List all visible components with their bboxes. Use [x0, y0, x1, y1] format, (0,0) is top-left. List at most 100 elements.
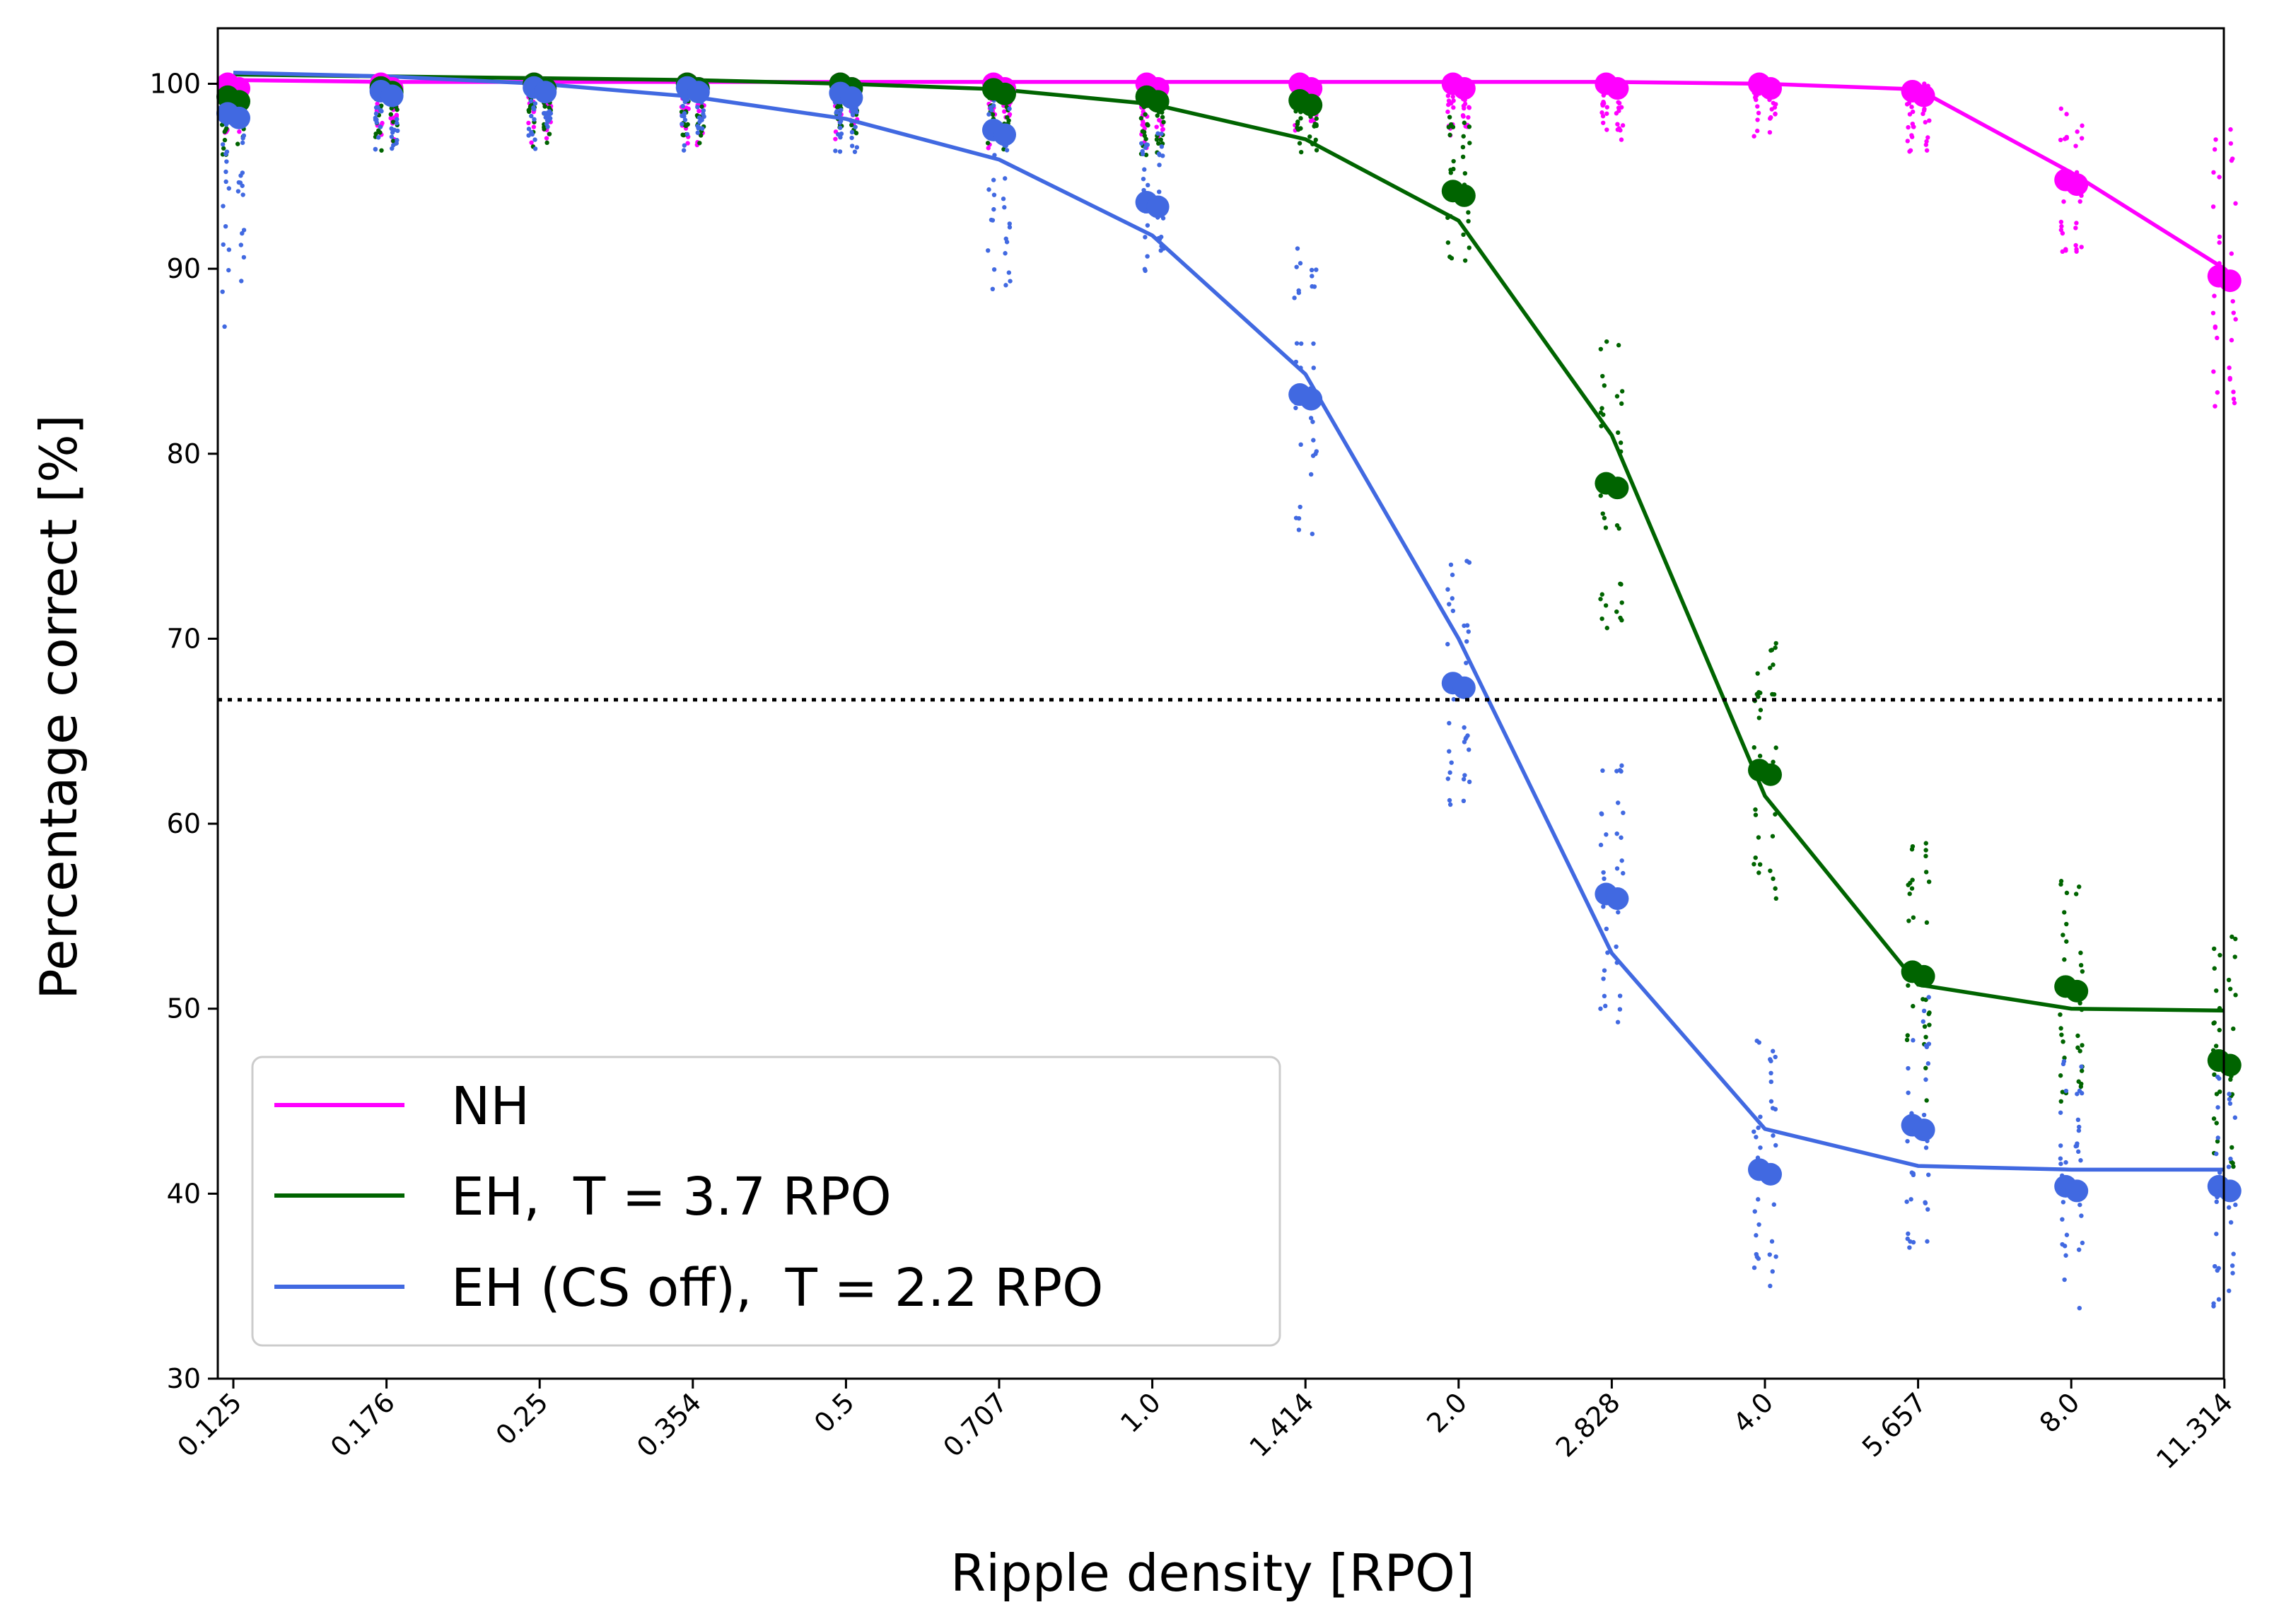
subject-point	[1923, 119, 1928, 125]
subject-point	[1768, 1057, 1773, 1062]
mean-marker	[1606, 477, 1629, 500]
subject-point	[1909, 133, 1914, 138]
subject-point	[838, 125, 843, 130]
subject-point	[2211, 170, 2216, 175]
subject-point	[1004, 148, 1010, 153]
x-tick-label: 1.0	[1114, 1386, 1167, 1439]
subject-point	[532, 117, 537, 122]
subject-point	[2075, 129, 2080, 134]
subject-point	[681, 148, 687, 153]
subject-point	[1598, 1006, 1603, 1011]
subject-point	[1619, 769, 1624, 774]
subject-point	[2076, 1149, 2081, 1155]
subject-point	[696, 115, 702, 120]
subject-point	[1296, 516, 1302, 521]
subject-point	[2211, 1116, 2217, 1121]
subject-point	[395, 120, 400, 126]
subject-point	[526, 127, 532, 132]
subject-point	[1926, 1041, 1932, 1046]
subject-point	[1753, 855, 1758, 860]
subject-point	[542, 104, 547, 109]
subject-point	[2217, 240, 2222, 245]
subject-point	[241, 228, 247, 233]
subject-point	[1619, 105, 1624, 110]
mean-marker	[534, 81, 557, 104]
subject-point	[2214, 1151, 2219, 1157]
subject-point	[1767, 129, 1773, 135]
subject-point	[1910, 121, 1915, 127]
subject-point	[1598, 842, 1604, 848]
subject-point	[528, 98, 534, 104]
subject-point	[1923, 870, 1929, 875]
subject-point	[235, 189, 241, 194]
subject-point	[1604, 111, 1609, 116]
subject-point	[2229, 337, 2234, 343]
subject-point	[680, 122, 684, 127]
subject-point	[2075, 1117, 2081, 1123]
subject-point	[2215, 335, 2220, 341]
subject-point	[2226, 977, 2232, 983]
subject-point	[2080, 969, 2085, 974]
subject-point	[839, 131, 844, 136]
subject-point	[1604, 832, 1609, 837]
subject-point	[1768, 116, 1773, 121]
subject-point	[376, 135, 381, 140]
subject-point	[2213, 404, 2217, 409]
subject-point	[373, 111, 379, 116]
subject-point	[388, 112, 393, 117]
subject-point	[1466, 210, 1471, 215]
subject-point	[2212, 293, 2217, 298]
subject-point	[1003, 251, 1008, 256]
subject-point	[1467, 779, 1472, 785]
x-tick-label: 0.707	[937, 1386, 1013, 1463]
y-tick-label: 30	[167, 1363, 201, 1394]
subject-point	[236, 180, 242, 185]
subject-point	[1450, 608, 1456, 614]
subject-point	[2233, 201, 2238, 206]
subject-point	[1927, 1010, 1932, 1015]
subject-point	[223, 151, 228, 157]
subject-point	[1771, 1133, 1776, 1138]
mean-marker	[1606, 887, 1629, 911]
x-tick-label: 2.828	[1550, 1386, 1626, 1463]
subject-point	[1446, 124, 1452, 130]
subject-point	[1313, 137, 1318, 143]
subject-point	[2231, 397, 2237, 402]
subject-point	[2079, 245, 2084, 250]
subject-point	[2060, 230, 2065, 236]
subject-point	[699, 126, 705, 132]
subject-point	[1906, 1065, 1911, 1071]
subject-point	[1773, 896, 1778, 901]
subject-point	[1445, 641, 1450, 647]
subject-point	[1599, 110, 1604, 115]
subject-point	[2215, 390, 2220, 395]
subject-point	[2073, 243, 2078, 248]
subject-point	[1771, 662, 1776, 667]
y-tick-label: 90	[167, 253, 201, 284]
subject-point	[392, 127, 397, 133]
subject-point	[833, 136, 838, 141]
subject-point	[2214, 988, 2219, 993]
subject-point	[1617, 1007, 1623, 1012]
subject-point	[1617, 993, 1623, 998]
subject-point	[2062, 957, 2067, 962]
subject-point	[1448, 562, 1454, 567]
subject-point	[1464, 623, 1470, 628]
subject-point	[1751, 862, 1756, 867]
subject-point	[1923, 848, 1928, 853]
subject-point	[1298, 442, 1303, 448]
x-tick-label: 1.414	[1244, 1386, 1320, 1463]
subject-point	[1770, 1106, 1776, 1111]
subject-point	[542, 124, 547, 130]
subject-point	[1923, 142, 1929, 147]
subject-point	[1923, 853, 1928, 859]
subject-point	[2217, 234, 2222, 240]
subject-point	[2214, 1121, 2219, 1126]
subject-point	[226, 267, 231, 273]
subject-point	[839, 107, 844, 112]
subject-point	[1159, 131, 1164, 136]
subject-point	[701, 108, 706, 113]
subject-point	[2058, 1099, 2063, 1104]
subject-point	[1616, 910, 1621, 915]
